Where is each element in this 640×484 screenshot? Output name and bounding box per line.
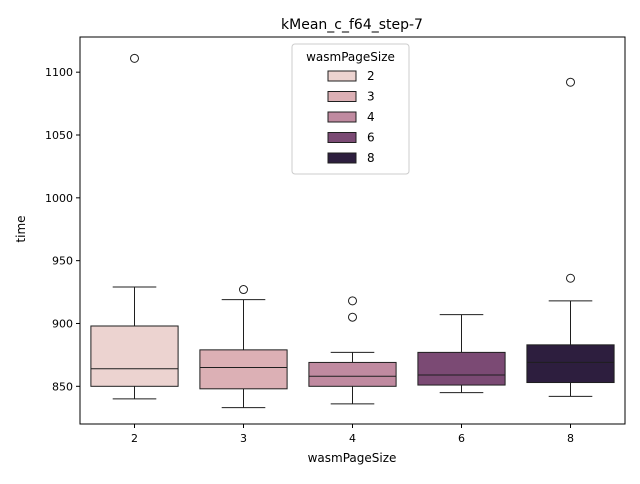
outlier-point xyxy=(239,285,248,295)
legend-label: 4 xyxy=(367,110,375,124)
box-2 xyxy=(90,325,179,387)
x-tick-label: 2 xyxy=(131,432,138,445)
legend-label: 2 xyxy=(367,69,375,83)
box-4 xyxy=(308,361,397,387)
legend-label: 6 xyxy=(367,131,375,145)
x-tick-label: 6 xyxy=(458,432,465,445)
chart-title: kMean_c_f64_step-7 xyxy=(281,17,423,33)
outlier-point xyxy=(566,273,575,283)
x-tick-label: 3 xyxy=(240,432,247,445)
y-axis-label: time xyxy=(14,215,28,242)
plot-frame xyxy=(79,36,626,425)
legend-swatch xyxy=(327,132,357,143)
y-tick-label: 950 xyxy=(52,255,73,268)
y-tick-label: 1000 xyxy=(45,192,73,205)
legend-title: wasmPageSize xyxy=(306,50,395,64)
box-8 xyxy=(526,344,615,384)
y-tick-label: 1100 xyxy=(45,66,73,79)
outlier-point xyxy=(348,312,357,322)
box-3 xyxy=(199,349,288,390)
outlier-point xyxy=(566,77,575,87)
x-axis-label: wasmPageSize xyxy=(308,451,397,465)
outlier-point xyxy=(348,296,357,306)
x-tick-label: 8 xyxy=(567,432,574,445)
legend-label: 8 xyxy=(367,151,375,165)
legend-swatch xyxy=(327,70,357,82)
y-tick-label: 1050 xyxy=(45,129,73,142)
y-tick-label: 900 xyxy=(52,317,73,330)
legend-swatch xyxy=(327,111,357,123)
legend-label: 3 xyxy=(367,90,375,104)
legend-swatch xyxy=(327,152,357,164)
legend-box xyxy=(291,43,410,175)
x-tick-label: 4 xyxy=(349,432,356,445)
box-6 xyxy=(417,351,506,386)
outlier-point xyxy=(130,53,139,63)
y-tick-label: 850 xyxy=(52,380,73,393)
legend-swatch xyxy=(327,91,357,102)
